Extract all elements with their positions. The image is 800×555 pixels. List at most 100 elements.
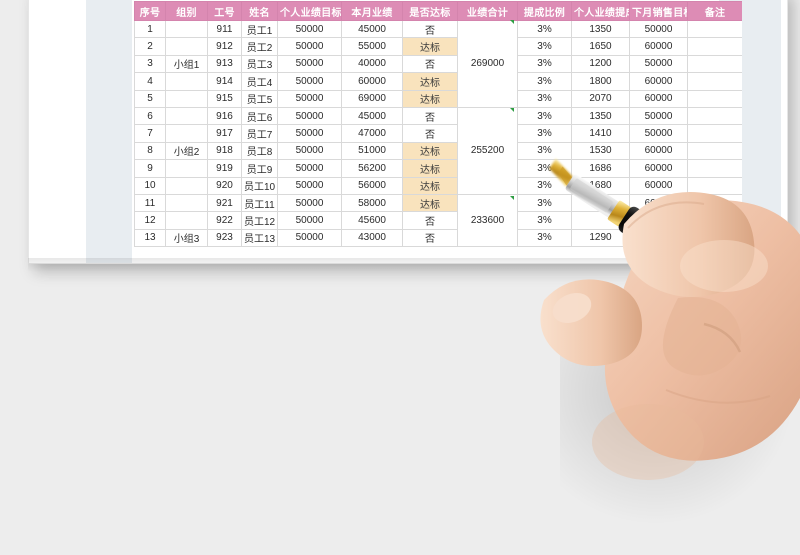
cell-group[interactable] — [165, 193, 208, 213]
cell-emp-id[interactable]: 914 — [207, 72, 242, 91]
table-row[interactable]: 8 小组2 918 员工8 50000 51000 达标 3% 1530 60000 — [134, 141, 742, 161]
cell-target[interactable]: 50000 — [277, 228, 342, 248]
table-row[interactable]: 3 小组1 913 员工3 50000 40000 否 3% 1200 50000 — [134, 54, 742, 74]
table-row[interactable]: 11 921 员工11 50000 58000 达标 233600 3% 60000 — [134, 193, 742, 248]
cell-name[interactable]: 员工5 — [241, 89, 278, 108]
cell-next-target[interactable]: 50000 — [629, 124, 688, 143]
cell-emp-id[interactable]: 917 — [207, 124, 242, 143]
cell-actual[interactable]: 40000 — [341, 54, 403, 74]
table-row[interactable]: 5 915 员工5 50000 69000 达标 3% 2070 60000 — [134, 89, 742, 108]
cell-actual[interactable]: 58000 — [341, 193, 403, 213]
table-row[interactable]: 4 914 员工4 50000 60000 达标 3% 1800 60000 — [134, 72, 742, 91]
cell-name[interactable]: 员工13 — [241, 228, 278, 248]
cell-target[interactable]: 50000 — [277, 159, 342, 178]
cell-next-target[interactable]: 60000 — [629, 37, 688, 56]
table-row[interactable]: 9 919 员工9 50000 56200 达标 3% 1686 60000 — [134, 159, 742, 178]
col-header-emp-id[interactable]: 工号 — [207, 1, 242, 21]
cell-name[interactable]: 员工12 — [241, 211, 278, 230]
cell-reached[interactable]: 达标 — [402, 193, 458, 213]
performance-table[interactable]: 序号 组别 工号 姓名 个人业绩目标 本月业绩 是否达标 业绩合计 提成比例 个… — [134, 1, 742, 248]
cell-group[interactable] — [165, 37, 208, 56]
cell-actual[interactable]: 43000 — [341, 228, 403, 248]
cell-next-target[interactable]: 60000 — [629, 159, 688, 178]
cell-seq[interactable]: 13 — [134, 228, 166, 248]
cell-group-total[interactable]: 233600 — [457, 193, 518, 248]
cell-rate[interactable]: 3% — [517, 54, 572, 74]
col-header-bonus[interactable]: 个人业绩提成 — [571, 1, 630, 21]
cell-bonus[interactable]: 1200 — [571, 54, 630, 74]
spreadsheet[interactable]: 序号 组别 工号 姓名 个人业绩目标 本月业绩 是否达标 业绩合计 提成比例 个… — [134, 1, 742, 248]
cell-seq[interactable]: 5 — [134, 89, 166, 108]
cell-target[interactable]: 50000 — [277, 89, 342, 108]
col-header-rate[interactable]: 提成比例 — [517, 1, 572, 21]
cell-group[interactable] — [165, 159, 208, 178]
cell-rate[interactable]: 3% — [517, 211, 572, 230]
col-header-note[interactable]: 备注 — [687, 1, 742, 21]
cell-emp-id[interactable]: 918 — [207, 141, 242, 161]
cell-name[interactable]: 员工9 — [241, 159, 278, 178]
cell-actual[interactable]: 69000 — [341, 89, 403, 108]
cell-bonus[interactable]: 1530 — [571, 141, 630, 161]
col-header-actual[interactable]: 本月业绩 — [341, 1, 403, 21]
cell-note[interactable] — [687, 211, 742, 230]
cell-actual[interactable]: 45000 — [341, 19, 403, 39]
cell-next-target[interactable]: 60000 — [629, 72, 688, 91]
cell-seq[interactable]: 6 — [134, 106, 166, 126]
cell-reached[interactable]: 否 — [402, 54, 458, 74]
cell-emp-id[interactable]: 911 — [207, 19, 242, 39]
cell-group-total[interactable]: 269000 — [457, 20, 518, 108]
cell-target[interactable]: 50000 — [277, 19, 342, 39]
cell-reached[interactable]: 否 — [402, 124, 458, 143]
cell-name[interactable]: 员工1 — [241, 19, 278, 39]
cell-target[interactable]: 50000 — [277, 106, 342, 126]
cell-emp-id[interactable]: 921 — [207, 193, 242, 213]
cell-note[interactable] — [687, 37, 742, 56]
cell-actual[interactable]: 60000 — [341, 72, 403, 91]
cell-group[interactable] — [165, 176, 208, 195]
cell-next-target[interactable]: 50000 — [629, 54, 688, 74]
col-header-group[interactable]: 组别 — [165, 1, 208, 21]
cell-reached[interactable]: 否 — [402, 106, 458, 126]
cell-emp-id[interactable]: 919 — [207, 159, 242, 178]
cell-note[interactable] — [687, 124, 742, 143]
cell-rate[interactable]: 3% — [517, 176, 572, 195]
cell-seq[interactable]: 9 — [134, 159, 166, 178]
cell-actual[interactable]: 55000 — [341, 37, 403, 56]
col-header-next-target[interactable]: 下月销售目标 — [629, 1, 688, 21]
cell-target[interactable]: 50000 — [277, 37, 342, 56]
cell-target[interactable]: 50000 — [277, 72, 342, 91]
cell-rate[interactable]: 3% — [517, 72, 572, 91]
cell-next-target[interactable]: 60000 — [629, 141, 688, 161]
cell-reached[interactable]: 达标 — [402, 37, 458, 56]
cell-actual[interactable]: 47000 — [341, 124, 403, 143]
cell-actual[interactable]: 56000 — [341, 176, 403, 195]
cell-group-total[interactable]: 255200 — [457, 106, 518, 195]
cell-reached[interactable]: 否 — [402, 211, 458, 230]
cell-note[interactable] — [687, 19, 742, 39]
cell-rate[interactable]: 3% — [517, 106, 572, 126]
cell-next-target[interactable]: 60000 — [629, 176, 688, 195]
cell-bonus[interactable]: 1650 — [571, 37, 630, 56]
cell-seq[interactable]: 4 — [134, 72, 166, 91]
cell-group[interactable] — [165, 211, 208, 230]
cell-name[interactable]: 员工3 — [241, 54, 278, 74]
cell-note[interactable] — [687, 54, 742, 74]
col-header-group-total[interactable]: 业绩合计 — [457, 1, 518, 21]
cell-note[interactable] — [687, 193, 742, 213]
cell-bonus[interactable]: 1686 — [571, 159, 630, 178]
cell-target[interactable]: 50000 — [277, 141, 342, 161]
cell-target[interactable]: 50000 — [277, 176, 342, 195]
cell-emp-id[interactable]: 915 — [207, 89, 242, 108]
cell-seq[interactable]: 1 — [134, 19, 166, 39]
cell-seq[interactable]: 7 — [134, 124, 166, 143]
cell-group[interactable] — [165, 89, 208, 108]
cell-next-target[interactable]: 60000 — [629, 193, 688, 213]
cell-group[interactable]: 小组3 — [165, 228, 208, 248]
table-body[interactable]: 1 911 员工1 50000 45000 否 269000 3% 1350 50000 2 912 员… — [134, 19, 742, 248]
cell-name[interactable]: 员工10 — [241, 176, 278, 195]
table-row[interactable]: 1 911 员工1 50000 45000 否 269000 3% 1350 50000 — [134, 19, 742, 108]
col-header-target[interactable]: 个人业绩目标 — [277, 1, 342, 21]
cell-rate[interactable]: 3% — [517, 141, 572, 161]
cell-reached[interactable]: 达标 — [402, 176, 458, 195]
cell-rate[interactable]: 3% — [517, 89, 572, 108]
